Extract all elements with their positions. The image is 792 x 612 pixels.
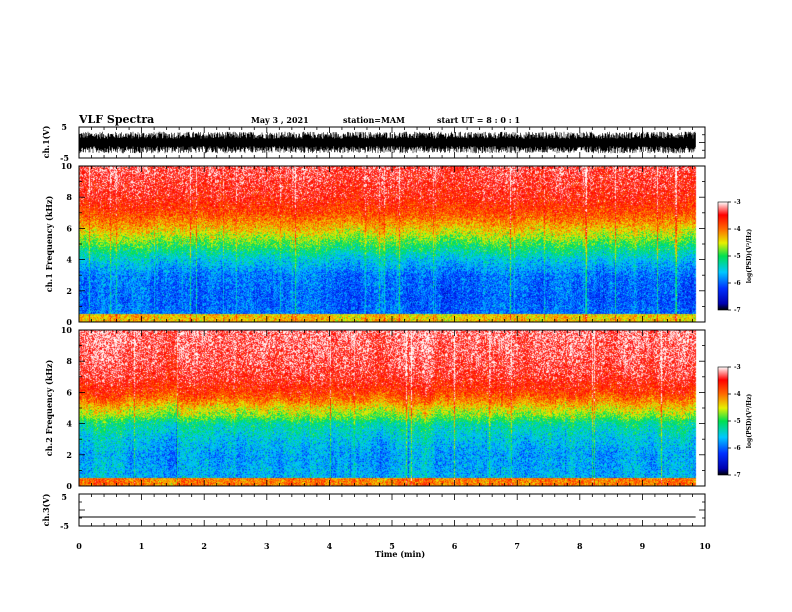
ch3-waveform-ylabel: ch.3(V): [41, 493, 51, 526]
xtick-label-9: 9: [640, 541, 646, 551]
colorbar-tick-label--7: -7: [734, 307, 741, 314]
ch1-waveform-panel: 5 -5 ch.1(V): [41, 122, 706, 163]
ch1-ytick-top: 5: [61, 122, 67, 132]
xtick-label-4: 4: [327, 541, 333, 551]
colorbar-tick-label--6: -6: [734, 280, 741, 287]
figure-date: May 3 , 2021: [251, 115, 309, 125]
ch2-colorbar-gradient: [717, 366, 729, 476]
ch1-waveform-trace: [78, 131, 696, 154]
xtick-label-8: 8: [577, 541, 583, 551]
ch2-spectrogram-ytick-labels: 0 2 4 6 8 10: [61, 325, 73, 491]
ch1-waveform-line: [78, 131, 696, 154]
xtick-label-1: 1: [139, 541, 145, 551]
ytick-label-8: 8: [66, 192, 72, 202]
time-axis-tick-labels: 0 1 2 3 4 5 6 7 8 9 10: [76, 541, 711, 551]
figure-title: VLF Spectra: [78, 113, 154, 126]
ch1-waveform-ylabel: ch.1(V): [41, 125, 51, 158]
colorbar-tick-label--7: -7: [734, 472, 741, 479]
ytick-label-2: 2: [66, 450, 72, 460]
ch1-colorbar-ticks: -3 -4 -5 -6 -7: [728, 199, 741, 314]
colorbar-tick-label--5: -5: [734, 253, 741, 260]
colorbar-tick-label--3: -3: [734, 364, 741, 371]
ytick-label-6: 6: [66, 387, 72, 397]
ch3-ytick-top: 5: [61, 492, 67, 502]
xtick-label-5: 5: [389, 541, 395, 551]
ch1-colorbar-label: log(PSD)(V²/Hz): [746, 229, 753, 284]
colorbar-tick-label--3: -3: [734, 199, 741, 206]
colorbar-tick-label--4: -4: [734, 391, 741, 398]
ch1-colorbar: -3 -4 -5 -6 -7 log(PSD)(V²/Hz): [717, 199, 753, 314]
start-time-label: start UT = 8 : 0 : 1: [437, 115, 520, 125]
xtick-label-10: 10: [699, 541, 711, 551]
ch1-spectrogram-ticks: [78, 165, 706, 323]
ch1-spectrogram-panel: 0 2 4 6 8 10 ch.1 Frequency (kHz): [44, 161, 706, 327]
ch3-waveform-ticks: [78, 493, 706, 527]
ch1-spectrogram-ytick-labels: 0 2 4 6 8 10: [61, 161, 73, 327]
ch2-colorbar: -3 -4 -5 -6 -7 log(PSD)(V²/Hz): [717, 364, 753, 479]
ch2-spectrogram-panel: 0 2 4 6 8 10 ch.2 Frequency (kHz): [44, 325, 706, 491]
ch2-colorbar-label: log(PSD)(V²/Hz): [746, 394, 753, 449]
ch1-spectrogram-ylabel: ch.1 Frequency (kHz): [44, 196, 54, 293]
time-axis-label: Time (min): [375, 549, 425, 559]
ch1-spectrogram-image: [79, 166, 705, 322]
ch1-waveform-ticks: [78, 126, 706, 159]
ytick-label-2: 2: [66, 286, 72, 296]
ch2-spectrogram-ylabel: ch.2 Frequency (kHz): [44, 360, 54, 457]
ytick-label-8: 8: [66, 356, 72, 366]
ytick-label-0: 0: [66, 317, 72, 327]
xtick-label-3: 3: [264, 541, 270, 551]
colorbar-tick-label--4: -4: [734, 226, 741, 233]
ytick-label-4: 4: [66, 419, 72, 429]
colorbar-tick-label--6: -6: [734, 445, 741, 452]
ytick-label-4: 4: [66, 255, 72, 265]
ytick-label-6: 6: [66, 223, 72, 233]
ch1-colorbar-gradient: [717, 201, 729, 311]
ch2-colorbar-ticks: -3 -4 -5 -6 -7: [728, 364, 741, 479]
xtick-label-7: 7: [514, 541, 520, 551]
xtick-label-2: 2: [201, 541, 207, 551]
xtick-label-0: 0: [76, 541, 82, 551]
ytick-label-10: 10: [61, 161, 73, 171]
ytick-label-0: 0: [66, 481, 72, 491]
ch3-ytick-bottom: -5: [60, 521, 69, 531]
ch3-waveform-panel: 5 -5 ch.3(V) 0 1 2 3 4 5 6 7 8 9 10 Time (min): [41, 492, 711, 559]
ytick-label-10: 10: [61, 325, 73, 335]
colorbar-tick-label--5: -5: [734, 418, 741, 425]
station-label: station=MAM: [343, 115, 405, 125]
ch2-spectrogram-image: [79, 330, 705, 486]
xtick-label-6: 6: [452, 541, 458, 551]
ch2-spectrogram-ticks: [78, 329, 706, 487]
ch1-ytick-bottom: -5: [60, 153, 69, 163]
